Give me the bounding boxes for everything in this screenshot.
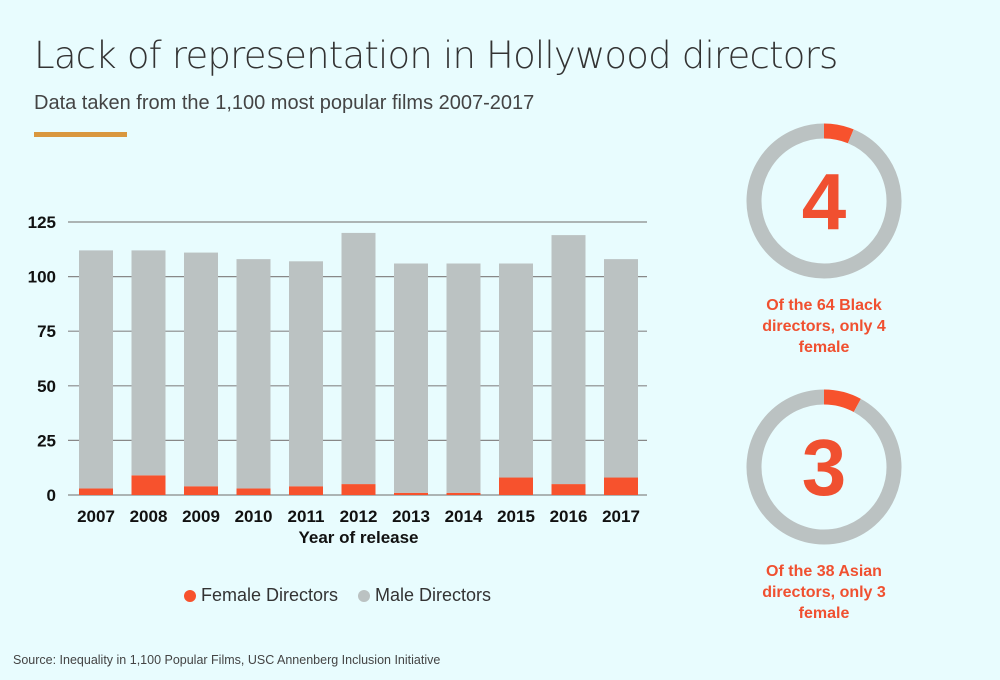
donut-slice-female xyxy=(823,389,861,413)
bar-male-directors-2008 xyxy=(131,250,166,476)
legend-label-male: Male Directors xyxy=(375,585,492,605)
x-tick-label: 2008 xyxy=(130,507,168,526)
y-axis-ticks: 0 25 50 75 100 125 xyxy=(28,213,56,505)
donut-slice-male xyxy=(746,123,902,279)
x-tick-label: 2009 xyxy=(182,507,220,526)
bar-female-directors-2014 xyxy=(446,492,481,495)
x-tick-label: 2012 xyxy=(340,507,378,526)
x-axis-label: Year of release xyxy=(298,528,418,547)
legend-item-male: Male Directors xyxy=(358,585,491,606)
x-axis-ticks: 2007 2008 2009 2010 2011 2012 2013 2014 2015 2016… xyxy=(77,507,640,526)
bar-male-directors-2012 xyxy=(341,232,376,485)
chart-legend: Female Directors Male Directors xyxy=(184,585,491,606)
bar-male-directors-2007 xyxy=(79,250,113,489)
donut-caption-black: Of the 64 Black directors, only 4 female xyxy=(762,297,886,356)
bar-male-directors-2015 xyxy=(499,263,533,478)
accent-bar xyxy=(34,132,127,137)
bar-female-directors-2011 xyxy=(289,486,323,495)
donut-chart-black: 4 xyxy=(746,123,902,279)
donut-asian-directors: 3 Of the 38 Asian directors, only 3 fema… xyxy=(729,387,919,624)
bar-female-directors-2015 xyxy=(499,477,533,495)
y-tick-label: 0 xyxy=(47,486,56,505)
bar-male-directors-2011 xyxy=(289,261,323,487)
x-tick-label: 2011 xyxy=(288,507,325,526)
bars xyxy=(79,232,638,495)
x-tick-label: 2014 xyxy=(445,507,483,526)
y-tick-label: 125 xyxy=(28,213,56,232)
source-note: Source: Inequality in 1,100 Popular Film… xyxy=(13,653,441,667)
x-tick-label: 2007 xyxy=(77,507,115,526)
y-tick-label: 25 xyxy=(37,431,56,450)
donut-black-directors: 4 Of the 64 Black directors, only 4 fema… xyxy=(729,121,919,358)
bar-female-directors-2008 xyxy=(131,475,166,495)
bar-male-directors-2009 xyxy=(184,252,218,487)
bar-male-directors-2010 xyxy=(236,259,271,489)
donut-center-number: 3 xyxy=(802,423,847,512)
bar-female-directors-2012 xyxy=(341,484,376,495)
page-subtitle: Data taken from the 1,100 most popular f… xyxy=(34,92,535,114)
bar-female-directors-2013 xyxy=(394,492,428,495)
donut-chart-asian: 3 xyxy=(746,389,902,545)
bar-male-directors-2016 xyxy=(551,235,586,485)
bar-female-directors-2007 xyxy=(79,488,113,495)
donut-slice-female xyxy=(823,123,854,144)
bar-female-directors-2016 xyxy=(551,484,586,495)
x-tick-label: 2010 xyxy=(235,507,273,526)
bar-female-directors-2009 xyxy=(184,486,218,495)
x-tick-label: 2016 xyxy=(550,507,588,526)
bar-male-directors-2013 xyxy=(394,263,428,493)
donut-caption-asian: Of the 38 Asian directors, only 3 female xyxy=(762,563,886,622)
x-tick-label: 2017 xyxy=(602,507,640,526)
legend-label-female: Female Directors xyxy=(201,585,339,605)
legend-dot-male xyxy=(358,589,371,602)
legend-dot-female xyxy=(184,589,196,602)
y-tick-label: 75 xyxy=(37,322,56,341)
donut-slice-male xyxy=(746,389,902,545)
y-tick-label: 100 xyxy=(28,268,56,287)
page-title: Lack of representation in Hollywood dire… xyxy=(34,34,838,77)
bar-male-directors-2017 xyxy=(604,259,638,478)
x-tick-label: 2013 xyxy=(392,507,430,526)
legend-item-female: Female Directors xyxy=(184,585,338,606)
bar-female-directors-2017 xyxy=(604,477,638,495)
bar-male-directors-2014 xyxy=(446,263,481,493)
y-tick-label: 50 xyxy=(37,377,56,396)
bar-female-directors-2010 xyxy=(236,488,271,495)
donut-center-number: 4 xyxy=(802,157,847,246)
x-tick-label: 2015 xyxy=(497,507,535,526)
